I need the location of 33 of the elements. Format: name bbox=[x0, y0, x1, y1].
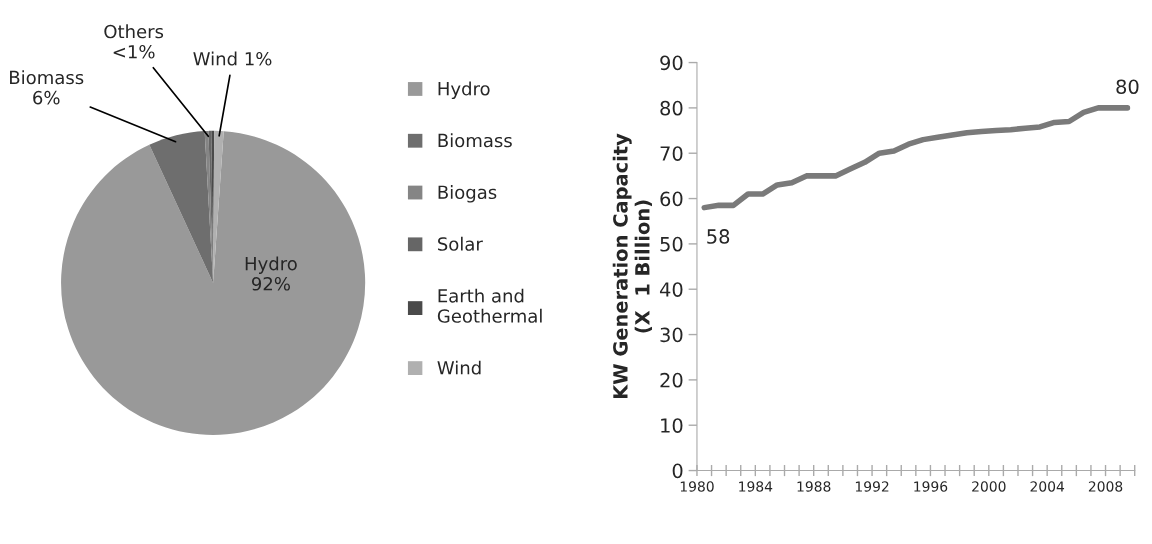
y-tick-label: 60 bbox=[660, 191, 683, 207]
legend-label: Earth and Geothermal bbox=[437, 288, 542, 323]
x-tick-label: 2008 bbox=[1088, 481, 1123, 492]
annotation: 58 bbox=[707, 229, 730, 244]
y-tick-label: 80 bbox=[660, 100, 683, 116]
pie-slice bbox=[61, 131, 366, 435]
x-tick-label: 2000 bbox=[972, 481, 1006, 492]
legend-label: Biogas bbox=[438, 185, 497, 203]
y-tick-label: 20 bbox=[660, 372, 683, 388]
legend-label: Wind bbox=[437, 360, 481, 375]
x-tick-label: 1984 bbox=[739, 481, 773, 492]
data-label: Others <1% bbox=[104, 24, 164, 59]
y-tick-label: 90 bbox=[660, 55, 683, 71]
y-axis-title: KW Generation Capacity (X 1 Billion) bbox=[612, 133, 652, 399]
x-tick-label: 1992 bbox=[855, 481, 889, 492]
data-label: Wind 1% bbox=[193, 51, 272, 66]
x-tick-label: 1980 bbox=[680, 481, 714, 492]
legend-label: Solar bbox=[438, 236, 483, 251]
x-tick-label: 1996 bbox=[914, 481, 948, 492]
legend-label: Hydro bbox=[438, 81, 490, 99]
legend-label: Biomass bbox=[438, 133, 512, 148]
y-tick-label: 50 bbox=[660, 236, 683, 252]
x-tick-label: 1988 bbox=[797, 481, 831, 492]
y-tick-label: 10 bbox=[661, 418, 683, 433]
data-label: Hydro 92% bbox=[245, 256, 297, 291]
y-tick-label: 70 bbox=[660, 146, 683, 161]
x-tick-label: 2004 bbox=[1030, 481, 1065, 492]
data-label: Biomass 6% bbox=[10, 70, 84, 105]
y-tick-label: 30 bbox=[660, 327, 683, 343]
y-tick-label: 40 bbox=[659, 282, 683, 297]
pie-slice bbox=[149, 131, 214, 283]
y-tick-label: 0 bbox=[672, 463, 683, 479]
annotation: 80 bbox=[1116, 79, 1139, 95]
